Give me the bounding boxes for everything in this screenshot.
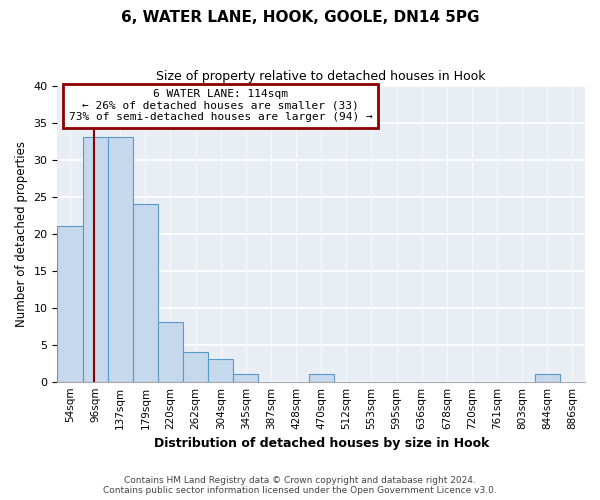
Bar	[107, 138, 133, 382]
Bar	[83, 138, 107, 382]
X-axis label: Distribution of detached houses by size in Hook: Distribution of detached houses by size …	[154, 437, 489, 450]
Bar	[133, 204, 158, 382]
Bar	[233, 374, 259, 382]
Bar	[158, 322, 183, 382]
Bar	[535, 374, 560, 382]
Text: Contains HM Land Registry data © Crown copyright and database right 2024.
Contai: Contains HM Land Registry data © Crown c…	[103, 476, 497, 495]
Bar	[308, 374, 334, 382]
Bar	[208, 360, 233, 382]
Bar	[58, 226, 83, 382]
Text: 6 WATER LANE: 114sqm
← 26% of detached houses are smaller (33)
73% of semi-detac: 6 WATER LANE: 114sqm ← 26% of detached h…	[69, 90, 373, 122]
Bar	[183, 352, 208, 382]
Y-axis label: Number of detached properties: Number of detached properties	[15, 140, 28, 326]
Text: 6, WATER LANE, HOOK, GOOLE, DN14 5PG: 6, WATER LANE, HOOK, GOOLE, DN14 5PG	[121, 10, 479, 25]
Title: Size of property relative to detached houses in Hook: Size of property relative to detached ho…	[157, 70, 486, 83]
